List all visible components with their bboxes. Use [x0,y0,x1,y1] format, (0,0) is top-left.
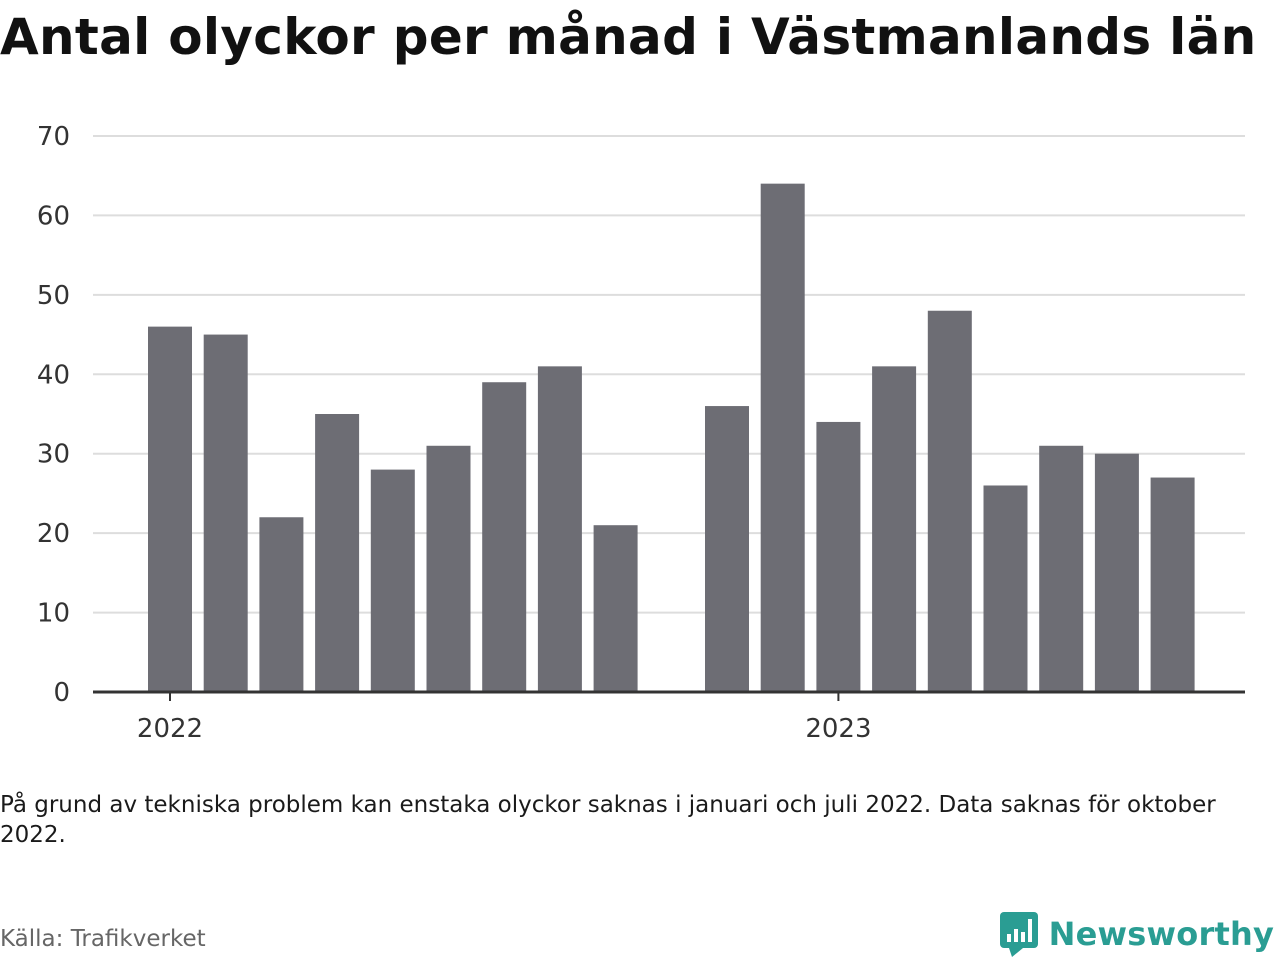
y-tick-label: 30 [37,440,70,470]
bar [148,326,192,692]
bar [259,517,304,692]
y-tick-label: 50 [37,281,70,311]
bar [482,382,527,692]
bar [1150,477,1195,692]
bar [705,406,749,692]
bars [148,183,1195,692]
labels: 0 10 20 30 40 50 60 70 2022 2023 [37,122,872,744]
bar [872,366,917,692]
bar [927,310,972,692]
x-tick-label: 2023 [805,714,871,744]
chart-title: Antal olyckor per månad i Västmanlands l… [0,8,1257,66]
bar [593,525,638,692]
bar [983,485,1028,692]
y-tick-label: 0 [53,678,70,708]
brand-name: Newsworthy [1048,915,1274,953]
source-credit: Källa: Trafikverket [0,926,206,952]
bar [1094,453,1139,692]
bar [370,469,415,692]
y-tick-label: 60 [37,201,70,231]
chart-note: På grund av tekniska problem kan enstaka… [0,792,1216,848]
newsworthy-logo-icon [999,912,1038,957]
bar [816,421,861,692]
bar [315,414,360,692]
brand-logo: Newsworthy [999,910,1274,958]
bar [760,183,805,692]
y-tick-label: 70 [37,122,70,152]
y-tick-label: 20 [37,519,70,549]
bar [426,445,471,692]
y-tick-label: 40 [37,360,70,390]
bar [203,334,248,692]
x-tick-label: 2022 [137,714,203,744]
y-tick-label: 10 [37,599,70,629]
bar-chart: 0 10 20 30 40 50 60 70 2022 2023 [37,122,1245,744]
axes [93,690,1245,701]
bar [1039,445,1084,692]
bar [537,366,582,692]
